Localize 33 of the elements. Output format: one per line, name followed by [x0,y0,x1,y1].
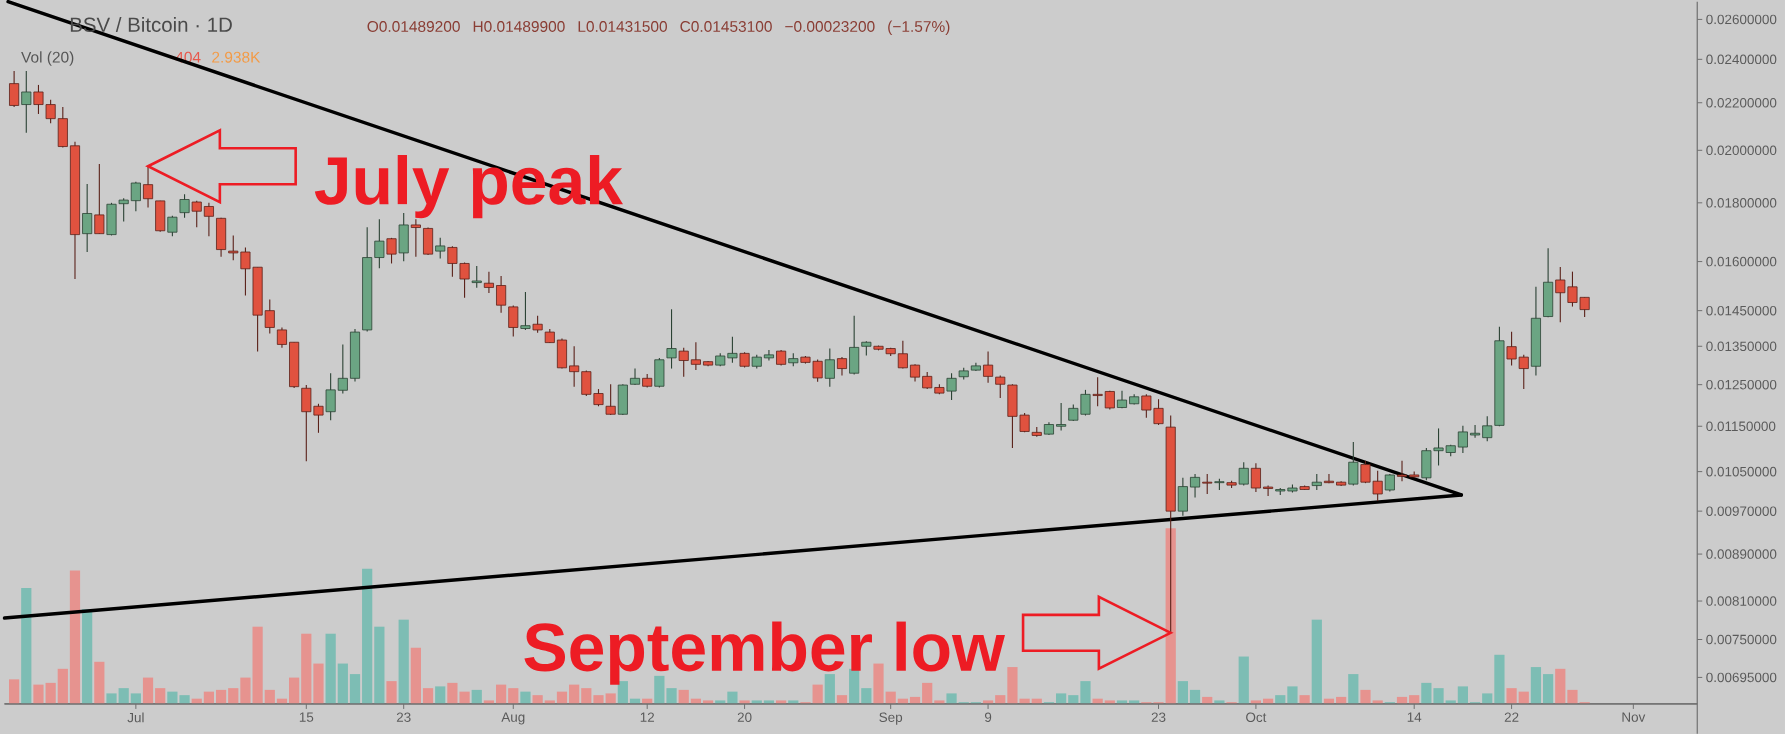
y-tick-label: 0.01250000 [1706,379,1777,390]
y-tick-label: 0.00750000 [1706,634,1777,645]
annotation: September low [524,621,1005,685]
text: O0.01489200 H0.01489900 L0.01431500 C0.01453100 −0.00023200 (−1.57%) [367,20,950,35]
y-tick-label: 0.02200000 [1706,97,1777,108]
x-tick-label: 14 [1407,712,1422,722]
x-tick-label: 20 [737,712,752,722]
y-tick-label: 0.00810000 [1706,596,1777,606]
x-tick-label: 23 [396,712,411,722]
y-tick-label: 0.02400000 [1706,54,1777,64]
x-tick-label: Aug [501,712,525,725]
y-tick-label: 0.01600000 [1706,256,1777,267]
annotation: 2.938K [212,51,261,63]
x-tick-label: 15 [299,712,314,722]
x-tick-label: 22 [1504,712,1519,722]
y-tick-label: 0.02600000 [1706,14,1777,24]
x-tick-label: 23 [1151,712,1166,722]
y-tick-label: 0.01800000 [1706,197,1777,208]
y-tick-label: 0.00695000 [1706,672,1777,682]
y-tick-label: 0.01150000 [1706,421,1776,431]
y-tick-label: 0.01350000 [1706,341,1777,351]
y-tick-label: 0.00890000 [1706,549,1777,559]
x-tick-label: Oct [1246,712,1267,722]
x-tick-label: Jul [127,712,144,723]
x-tick-label: Nov [1622,712,1646,722]
chart-title: Vol (20) [21,51,74,66]
x-tick-label: 9 [984,712,992,722]
y-tick-label: 0.01450000 [1706,305,1777,316]
y-tick-label: 0.02000000 [1706,145,1777,155]
x-tick-label: Sep [879,712,903,725]
x-tick-label: 12 [640,712,655,722]
y-tick-label: 0.01050000 [1706,466,1777,477]
y-tick-label: 0.00970000 [1706,506,1777,516]
